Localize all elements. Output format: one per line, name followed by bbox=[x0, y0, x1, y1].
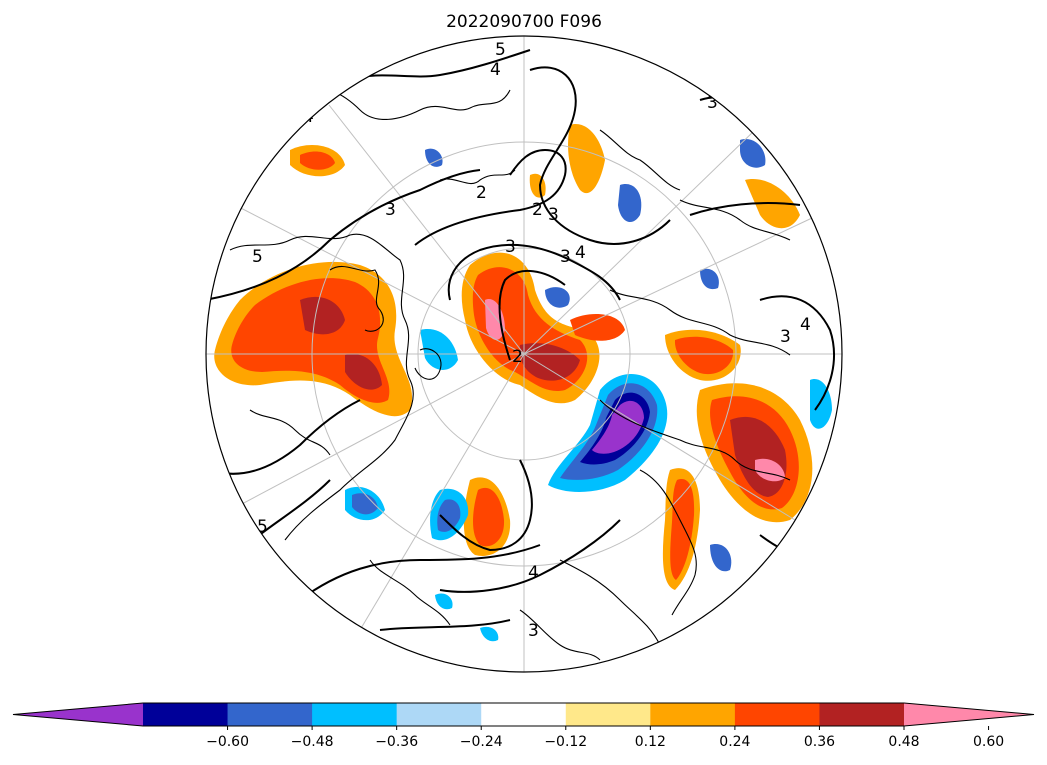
colorbar-tick-label: −0.36 bbox=[375, 734, 418, 750]
contour-label: 5 bbox=[252, 247, 263, 267]
contour-label: 3 bbox=[320, 605, 331, 625]
shaded-anomalies bbox=[214, 124, 832, 642]
coastlines bbox=[229, 86, 791, 661]
graticule bbox=[206, 36, 842, 672]
contour-label: 3 bbox=[780, 327, 791, 347]
colorbar-segment bbox=[819, 703, 905, 726]
map-boundary bbox=[205, 35, 843, 673]
colorbar-segment bbox=[565, 703, 651, 726]
contour-label: 4 bbox=[490, 60, 501, 80]
colorbar-segment bbox=[481, 703, 567, 726]
contour-label: 5 bbox=[257, 517, 268, 537]
colorbar-tick-label: −0.48 bbox=[291, 734, 334, 750]
colorbar-segment bbox=[143, 703, 229, 726]
colorbar-tick-label: 0.24 bbox=[719, 734, 750, 750]
colorbar-tick-label: −0.24 bbox=[460, 734, 503, 750]
colorbar-outline bbox=[12, 702, 1035, 727]
colorbar-tick-label: −0.60 bbox=[206, 734, 249, 750]
contour-label: 3 bbox=[560, 247, 571, 267]
contour-label: 4 bbox=[575, 243, 586, 263]
colorbar-segment bbox=[734, 703, 820, 726]
contour-label: 4 bbox=[528, 563, 539, 583]
map-title: 2022090700 F096 bbox=[446, 12, 602, 32]
contour-label: 2 bbox=[532, 200, 543, 220]
colorbar: −0.60 −0.48 −0.36 −0.24 −0.12 0.12 0.24 0.36 0.4… bbox=[12, 702, 1035, 750]
colorbar-segment bbox=[650, 703, 736, 726]
colorbar-tick-label: 0.60 bbox=[973, 734, 1004, 750]
colorbar-segment bbox=[227, 703, 313, 726]
colorbar-tick-label: −0.12 bbox=[544, 734, 587, 750]
contour-label: 4 bbox=[800, 315, 811, 335]
contour-label: 3 bbox=[548, 205, 559, 225]
contour-label: 3 bbox=[505, 237, 516, 257]
polar-map: 5 4 3 2 2 3 3 4 3 2 3 4 3 5 5 3 4 4 3 bbox=[205, 35, 843, 673]
contour-label: 3 bbox=[528, 621, 539, 641]
colorbar-tick-label: 0.48 bbox=[888, 734, 919, 750]
contour-label: 5 bbox=[495, 40, 506, 60]
colorbar-tick-label: 0.12 bbox=[635, 734, 666, 750]
colorbar-tick-label: 0.36 bbox=[804, 734, 835, 750]
contour-label: 3 bbox=[707, 93, 718, 113]
contour-label: 3 bbox=[385, 200, 396, 220]
colorbar-segment bbox=[396, 703, 482, 726]
colorbar-extend-min bbox=[13, 703, 143, 726]
colorbar-segment bbox=[312, 703, 398, 726]
contour-label: 2 bbox=[476, 183, 487, 203]
contour-label: 2 bbox=[512, 347, 523, 367]
colorbar-extend-max bbox=[904, 703, 1034, 726]
